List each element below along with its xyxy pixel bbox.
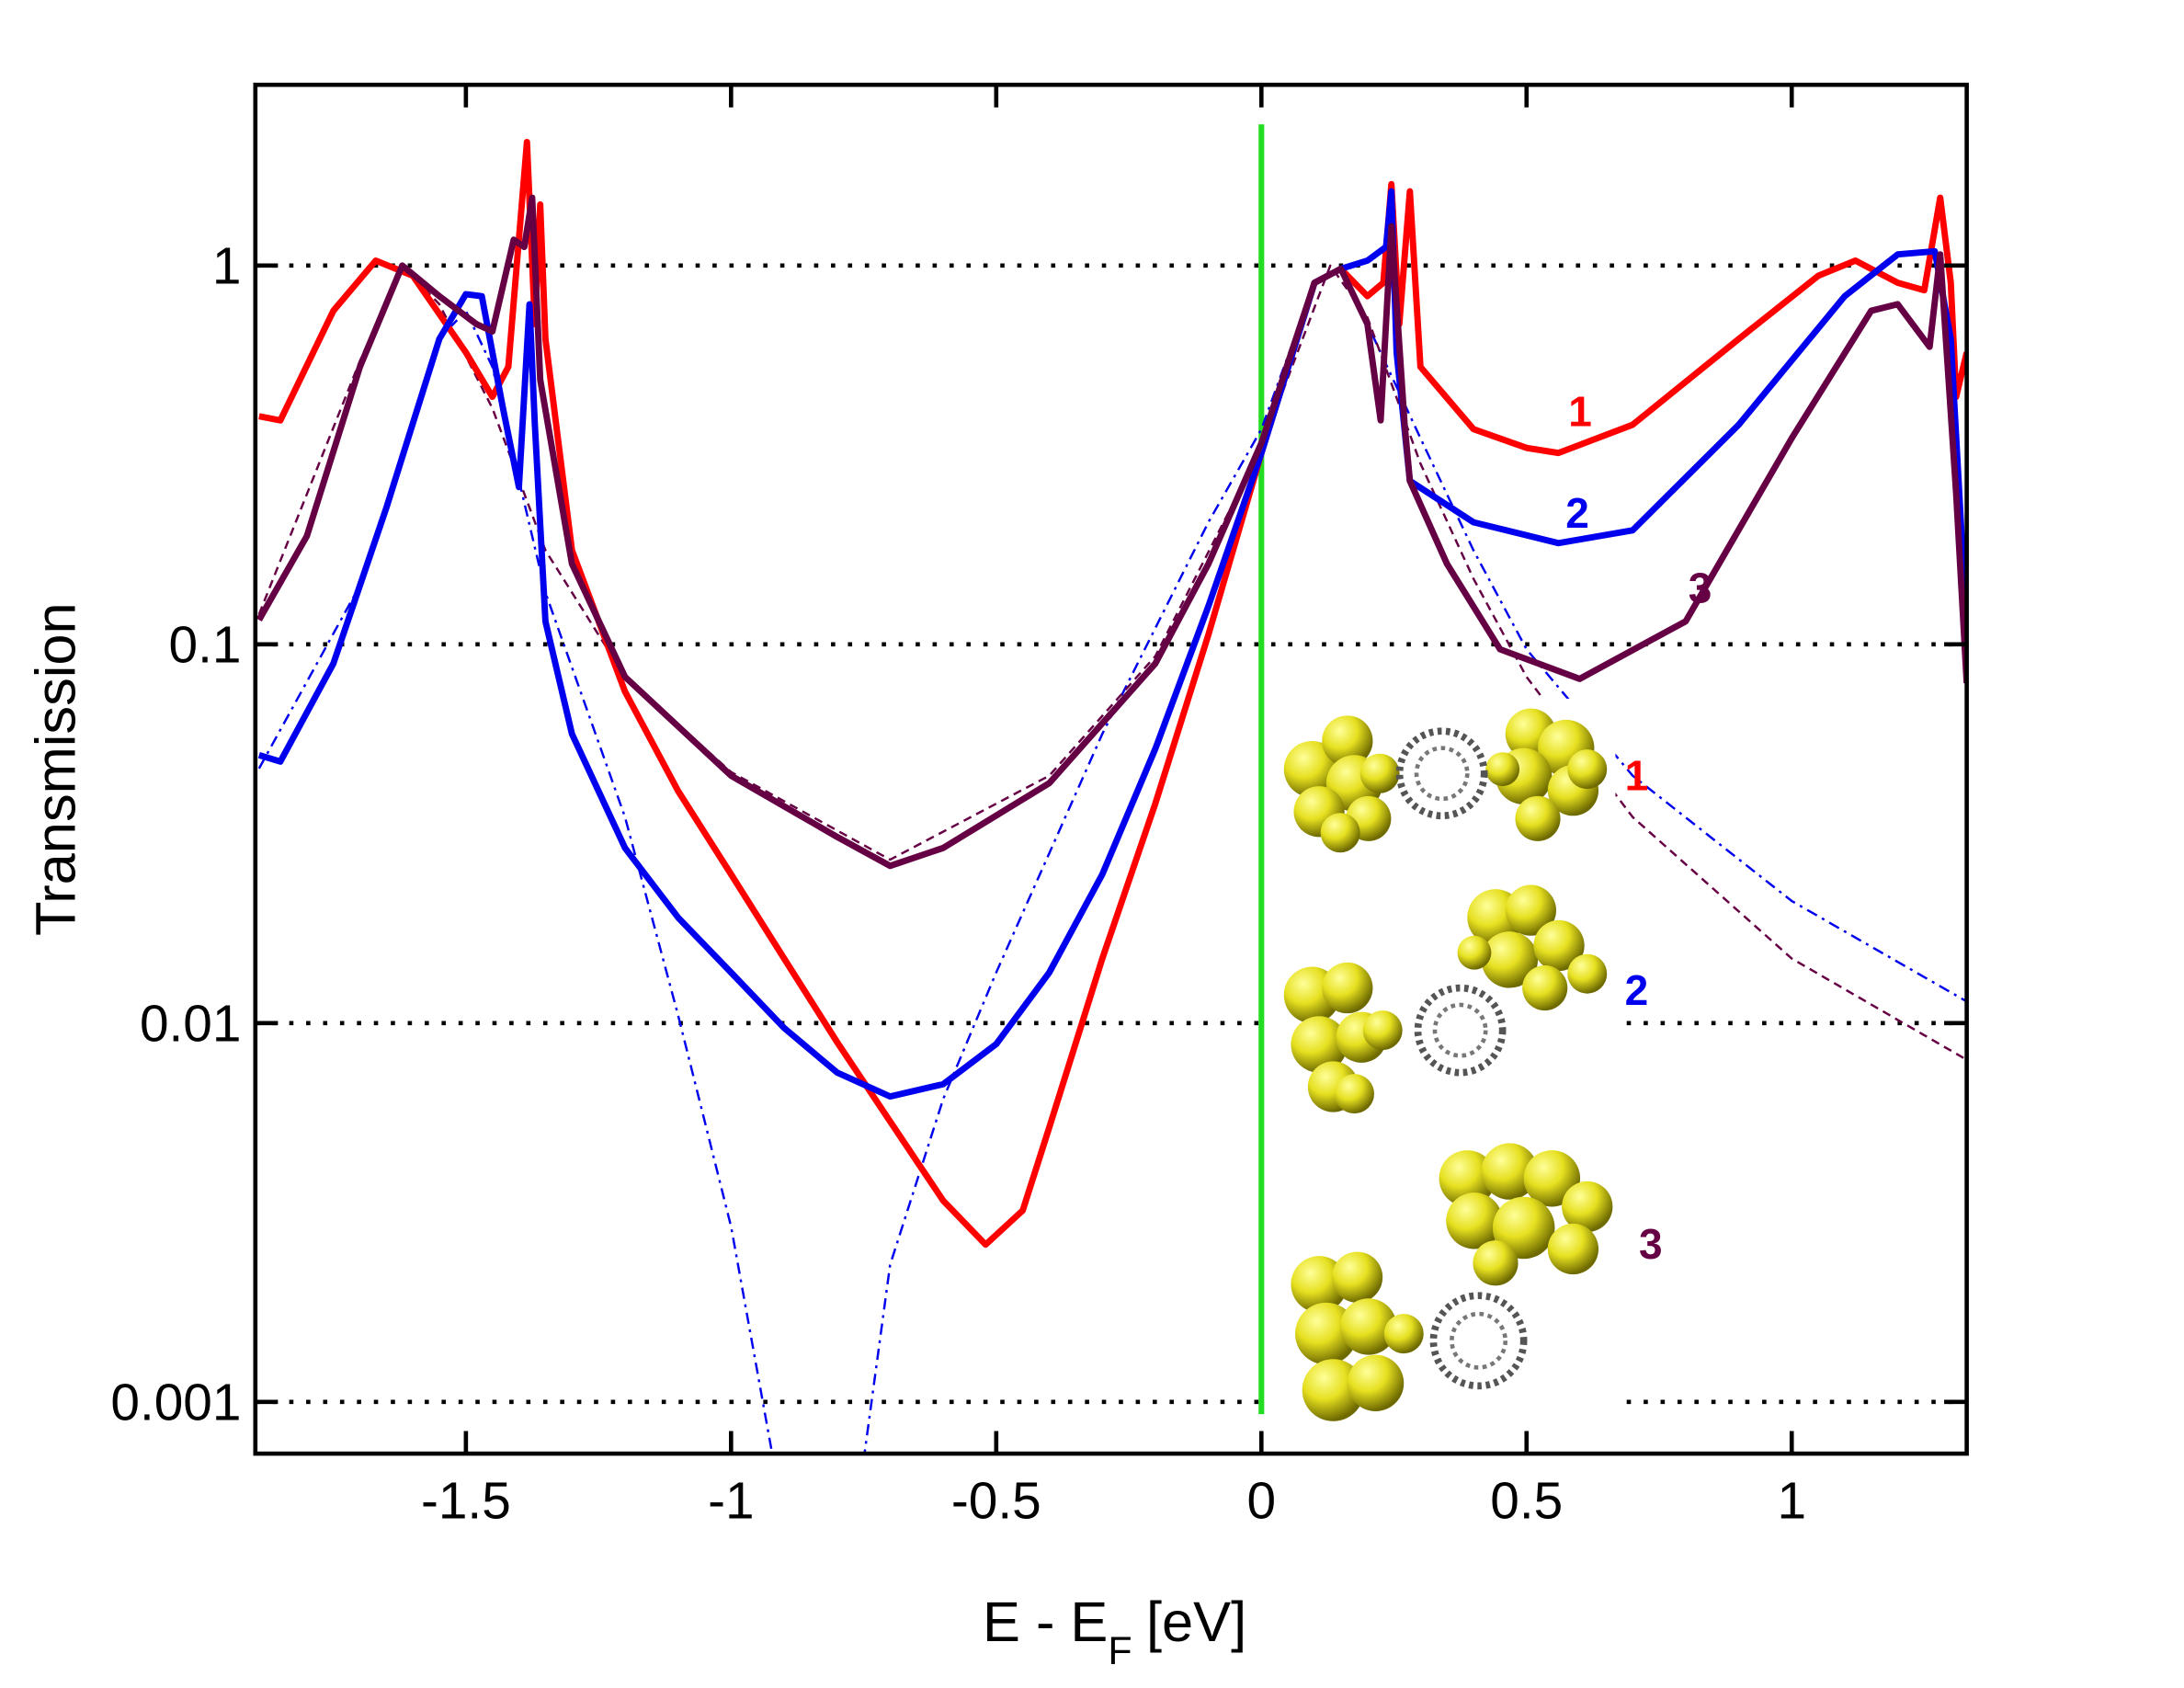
x-label-sub: F — [1108, 1629, 1132, 1673]
molecule-1 — [1283, 708, 1608, 853]
y-tick-label: 0.001 — [110, 1374, 241, 1432]
x-tick-label: 0.5 — [1490, 1473, 1563, 1531]
series-line — [257, 188, 1967, 1101]
x-label-main: E - E — [983, 1591, 1108, 1654]
x-tick-label: 1 — [1777, 1473, 1806, 1531]
molecule-label: 2 — [1625, 966, 1649, 1014]
x-tick-label: -0.5 — [951, 1473, 1041, 1531]
series-line — [258, 138, 1967, 1249]
y-tick-label: 0.01 — [140, 996, 242, 1054]
molecule-label: 1 — [1625, 752, 1649, 800]
molecule-label: 3 — [1639, 1220, 1663, 1268]
fit-line — [257, 264, 1967, 1061]
x-label-unit: [eV] — [1146, 1591, 1246, 1654]
series-line — [256, 194, 1967, 870]
plot-lines — [256, 124, 1967, 1454]
molecule-images — [1269, 698, 1616, 1440]
curve-label: 2 — [1565, 489, 1589, 537]
x-tick-label: 0 — [1246, 1473, 1276, 1531]
curve-label: 1 — [1568, 388, 1592, 436]
y-axis-label: Transmission — [24, 602, 87, 936]
fit-line — [257, 268, 1967, 1454]
x-axis-label: E - EF [eV] — [983, 1591, 1246, 1673]
molecule-3 — [1291, 1143, 1613, 1421]
plot-frame — [253, 82, 1969, 1456]
y-tick-label: 1 — [212, 238, 242, 296]
y-tick-label: 0.1 — [169, 617, 242, 675]
x-tick-label: -1 — [708, 1473, 755, 1531]
curve-label: 3 — [1689, 565, 1712, 612]
grid — [255, 263, 1967, 1405]
molecule-2 — [1283, 884, 1608, 1114]
axes: 0.001 0.01 0.1 1 -1.5 -1 -0.5 0 0.5 1 — [110, 85, 1967, 1531]
x-tick-label: -1.5 — [421, 1473, 511, 1531]
